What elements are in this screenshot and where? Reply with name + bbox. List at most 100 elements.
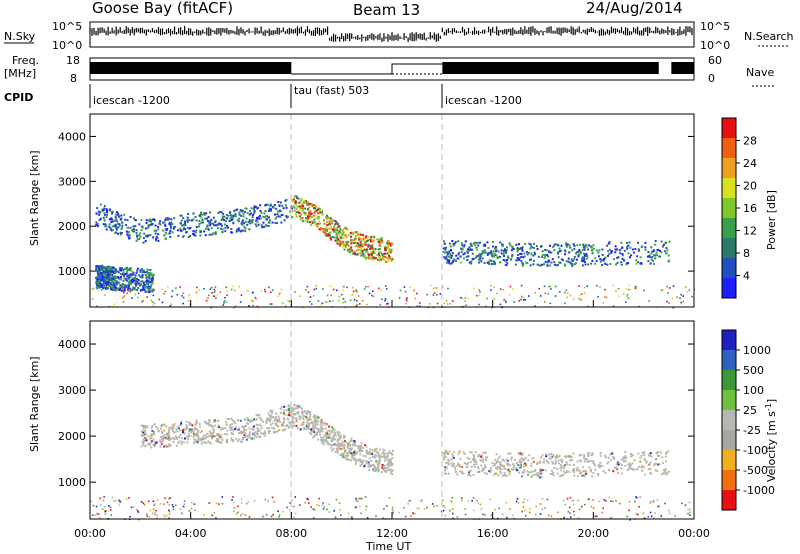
echo-cell <box>243 434 246 437</box>
echo-cell <box>449 254 452 257</box>
noise-cell <box>253 499 256 502</box>
echo-cell <box>319 211 322 214</box>
noise-cell <box>464 508 466 510</box>
echo-cell <box>608 252 611 255</box>
echo-cell <box>207 215 210 218</box>
echo-cell <box>151 282 154 285</box>
echo-cell <box>212 216 215 219</box>
echo-cell <box>296 206 299 209</box>
echo-cell <box>578 253 581 256</box>
echo-cell <box>336 229 339 232</box>
noise-cell <box>375 515 377 517</box>
echo-cell <box>385 249 388 252</box>
echo-cell <box>507 452 510 455</box>
echo-cell <box>586 460 589 463</box>
echo-cell <box>639 262 642 265</box>
noise-cell <box>490 514 493 517</box>
echo-cell <box>309 412 312 415</box>
echo-cell <box>249 420 252 423</box>
echo-cell <box>305 427 308 430</box>
echo-cell <box>135 277 138 280</box>
noise-cell <box>167 286 169 288</box>
echo-cell <box>263 212 266 215</box>
echo-cell <box>349 247 352 250</box>
noise-cell <box>169 497 171 499</box>
echo-cell <box>307 201 310 204</box>
noise-cell <box>312 295 315 297</box>
echo-cell <box>109 218 112 221</box>
echo-cell <box>612 470 615 473</box>
echo-cell <box>384 252 387 255</box>
noise-cell <box>367 285 369 288</box>
echo-cell <box>640 466 643 469</box>
echo-cell <box>114 276 117 279</box>
echo-cell <box>110 212 113 215</box>
echo-cell <box>386 452 389 455</box>
noise-cell <box>604 288 606 291</box>
echo-cell <box>256 430 259 433</box>
echo-cell <box>355 452 358 455</box>
echo-cell <box>142 270 145 273</box>
noise-cell <box>538 287 540 290</box>
echo-cell <box>355 235 358 238</box>
noise-cell <box>324 300 327 303</box>
echo-cell <box>569 246 572 249</box>
echo-cell <box>552 245 555 248</box>
echo-cell <box>341 454 344 457</box>
echo-cell <box>387 243 390 246</box>
echo-cell <box>505 474 508 477</box>
echo-cell <box>326 217 329 220</box>
echo-cell <box>111 220 114 223</box>
echo-cell <box>345 236 348 239</box>
echo-cell <box>207 421 210 424</box>
noise-cell <box>351 293 354 296</box>
noise-cell <box>547 293 550 295</box>
echo-cell <box>520 461 523 464</box>
noise-cell <box>491 306 493 309</box>
echo-cell <box>446 452 449 455</box>
echo-cell <box>391 462 394 465</box>
echo-cell <box>387 246 390 249</box>
y-tick-label: 3000 <box>58 175 86 188</box>
echo-cell <box>317 416 320 419</box>
echo-cell <box>230 428 233 431</box>
noise-cell <box>550 515 553 518</box>
echo-cell <box>274 221 277 224</box>
noise-cell <box>342 301 344 304</box>
echo-cell <box>549 457 552 460</box>
echo-cell <box>105 270 108 273</box>
noise-cell <box>418 507 420 510</box>
noise-cell <box>321 504 324 506</box>
noise-cell <box>307 502 310 504</box>
echo-cell <box>131 228 134 231</box>
echo-cell <box>234 208 237 211</box>
echo-cell <box>642 452 645 455</box>
echo-cell <box>668 259 671 262</box>
echo-cell <box>293 413 296 416</box>
echo-cell <box>325 431 328 434</box>
echo-cell <box>480 459 483 462</box>
colorbar-tick-label: 4 <box>743 270 750 283</box>
echo-cell <box>238 211 241 214</box>
echo-cell <box>495 249 498 252</box>
echo-cell <box>297 202 300 205</box>
echo-cell <box>499 261 502 264</box>
echo-cell <box>158 222 161 225</box>
echo-cell <box>447 261 450 264</box>
echo-cell <box>217 227 220 230</box>
echo-cell <box>619 252 622 255</box>
noise-cell <box>635 496 637 498</box>
noise-cell <box>318 497 321 500</box>
echo-cell <box>472 458 475 461</box>
noise-cell <box>121 296 124 299</box>
echo-cell <box>338 434 341 437</box>
noise-cell <box>625 301 627 304</box>
echo-cell <box>621 254 624 257</box>
noise-cell <box>207 294 210 297</box>
echo-cell <box>99 217 102 220</box>
echo-cell <box>362 238 365 241</box>
echo-cell <box>329 227 332 230</box>
echo-cell <box>336 443 339 446</box>
echo-cell <box>106 271 109 274</box>
